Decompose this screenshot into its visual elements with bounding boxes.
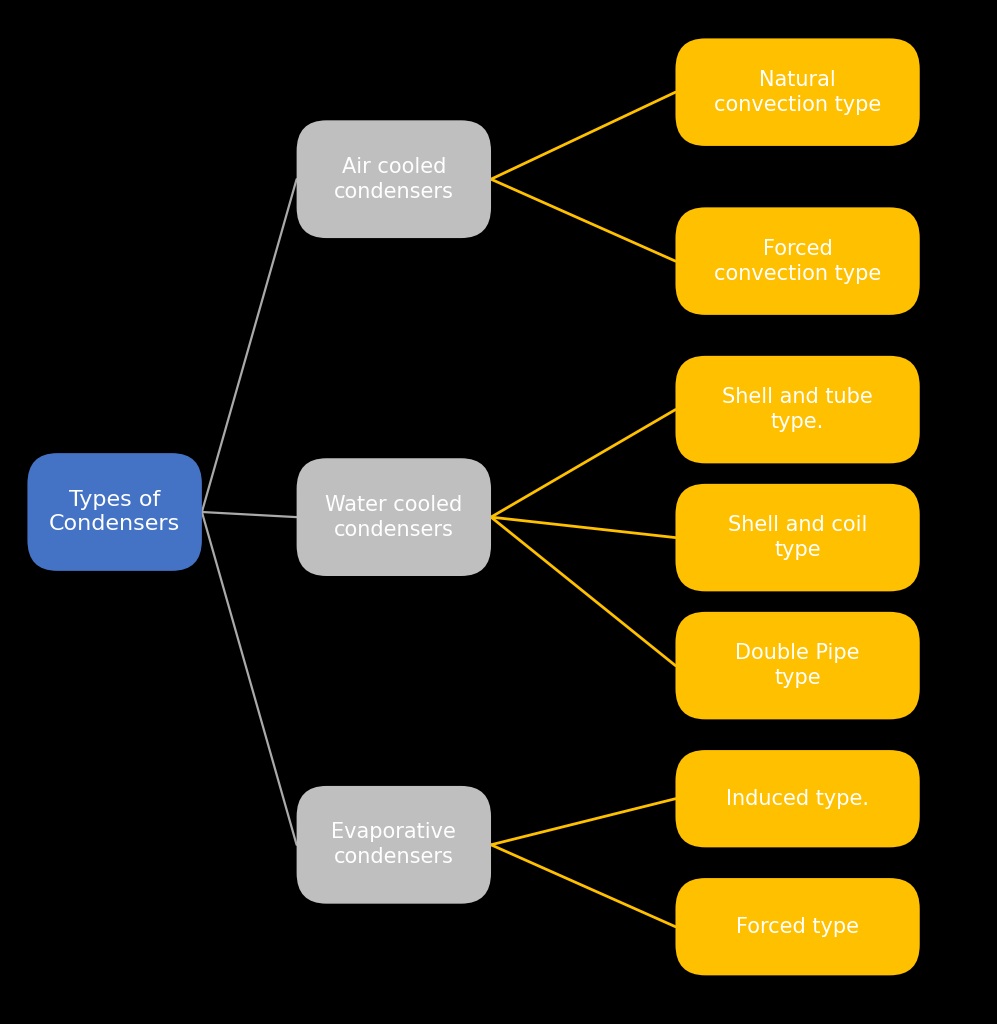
Text: Types of
Condensers: Types of Condensers: [49, 489, 180, 535]
Text: Shell and coil
type: Shell and coil type: [728, 515, 867, 560]
FancyBboxPatch shape: [676, 356, 919, 463]
FancyBboxPatch shape: [296, 121, 491, 239]
Text: Forced type: Forced type: [736, 916, 859, 937]
Text: Double Pipe
type: Double Pipe type: [736, 643, 859, 688]
Text: Water cooled
condensers: Water cooled condensers: [325, 495, 463, 540]
FancyBboxPatch shape: [28, 453, 201, 571]
FancyBboxPatch shape: [676, 878, 919, 975]
Text: Air cooled
condensers: Air cooled condensers: [334, 157, 454, 202]
Text: Natural
convection type: Natural convection type: [714, 70, 881, 115]
FancyBboxPatch shape: [676, 612, 919, 719]
Text: Evaporative
condensers: Evaporative condensers: [331, 822, 457, 867]
FancyBboxPatch shape: [676, 750, 919, 848]
FancyBboxPatch shape: [296, 459, 491, 575]
FancyBboxPatch shape: [676, 38, 919, 145]
FancyBboxPatch shape: [296, 786, 491, 904]
FancyBboxPatch shape: [676, 207, 919, 315]
Text: Forced
convection type: Forced convection type: [714, 239, 881, 284]
Text: Induced type.: Induced type.: [726, 788, 869, 809]
Text: Shell and tube
type.: Shell and tube type.: [722, 387, 873, 432]
FancyBboxPatch shape: [676, 484, 919, 592]
